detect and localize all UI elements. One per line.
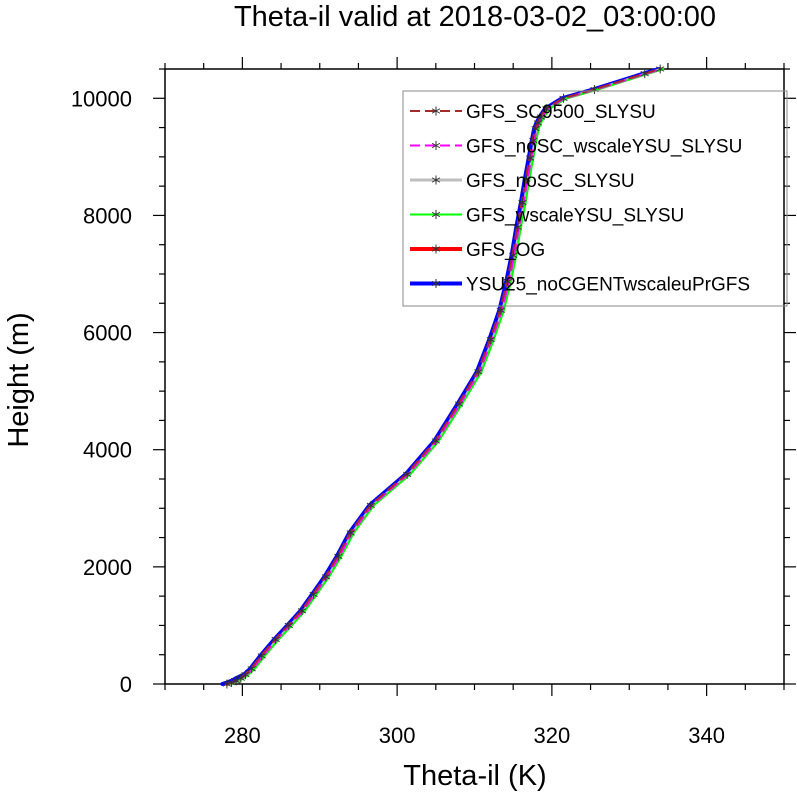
star-marker <box>526 153 535 163</box>
y-axis-label: Height (m) <box>3 312 35 447</box>
legend-marker <box>431 106 441 116</box>
x-tick-label: 300 <box>379 723 416 748</box>
legend: GFS_SC9500_SLYSU GFS_noSC_wscaleYSU_SLYSU… <box>402 90 788 307</box>
x-tick-label: 320 <box>534 723 571 748</box>
star-marker <box>640 69 649 79</box>
y-tick-label: 2000 <box>83 555 132 580</box>
legend-label: GFS_SC9500_SLYSU <box>466 102 656 123</box>
star-marker <box>496 305 505 315</box>
series-line <box>229 68 665 685</box>
star-marker <box>513 222 522 232</box>
star-marker <box>222 679 232 689</box>
star-marker <box>309 589 318 599</box>
legend-label: YSU25_noCGENTwscaleuPrGFS <box>466 275 750 296</box>
series-line <box>224 67 663 686</box>
star-marker <box>503 277 512 287</box>
star-marker <box>257 651 266 661</box>
legend-marker <box>431 175 441 185</box>
star-marker <box>227 678 236 688</box>
star-marker <box>247 664 256 674</box>
star-marker <box>346 528 355 538</box>
star-marker <box>529 135 538 145</box>
legend-label: GFS_OG <box>466 240 545 261</box>
y-tick-label: 10000 <box>71 86 132 111</box>
legend-marker <box>431 210 441 219</box>
x-axis-label: Theta-il (K) <box>403 760 546 792</box>
legend-marker <box>431 279 441 288</box>
series-line <box>227 68 663 685</box>
x-tick-label: 280 <box>224 723 261 748</box>
chart-title: Theta-il valid at 2018-03-02_03:00:00 <box>234 1 716 33</box>
star-marker <box>518 198 527 208</box>
star-marker <box>366 500 375 510</box>
star-marker <box>431 436 440 446</box>
star-marker <box>454 399 464 409</box>
star-marker <box>536 112 546 122</box>
y-tick-label: 8000 <box>83 203 132 228</box>
star-marker <box>486 335 495 345</box>
y-tick-label: 0 <box>120 672 132 697</box>
legend-label: GFS_noSC_wscaleYSU_SLYSU <box>466 137 742 158</box>
series-line <box>220 67 661 686</box>
y-tick-label: 4000 <box>83 438 132 463</box>
star-marker <box>334 551 343 561</box>
star-marker <box>656 64 665 74</box>
star-marker <box>284 620 293 630</box>
legend-marker <box>431 141 441 150</box>
series-lines <box>220 67 665 686</box>
legend-box <box>402 90 788 307</box>
legend-label: GFS_noSC_SLYSU <box>466 171 635 192</box>
x-tick-labels: 280 300 320 340 <box>224 723 725 748</box>
series-markers <box>222 64 665 689</box>
star-marker <box>522 174 531 184</box>
star-marker <box>297 606 307 616</box>
star-marker <box>403 469 412 479</box>
x-tick-label: 340 <box>688 723 725 748</box>
star-marker <box>236 673 245 683</box>
y-tick-labels: 0 2000 4000 6000 8000 10000 <box>71 86 132 697</box>
y-tick-label: 6000 <box>83 321 132 346</box>
star-marker <box>509 250 518 260</box>
star-marker <box>542 104 551 114</box>
series-line <box>227 67 664 686</box>
axis-ticks <box>153 57 796 696</box>
series-line <box>225 68 661 685</box>
star-marker <box>474 367 483 377</box>
star-marker <box>271 634 280 644</box>
star-marker <box>321 572 331 582</box>
legend-marker <box>431 244 441 254</box>
star-marker <box>559 93 568 103</box>
star-marker <box>241 670 250 680</box>
legend-label: GFS_wscaleYSU_SLYSU <box>466 206 684 227</box>
